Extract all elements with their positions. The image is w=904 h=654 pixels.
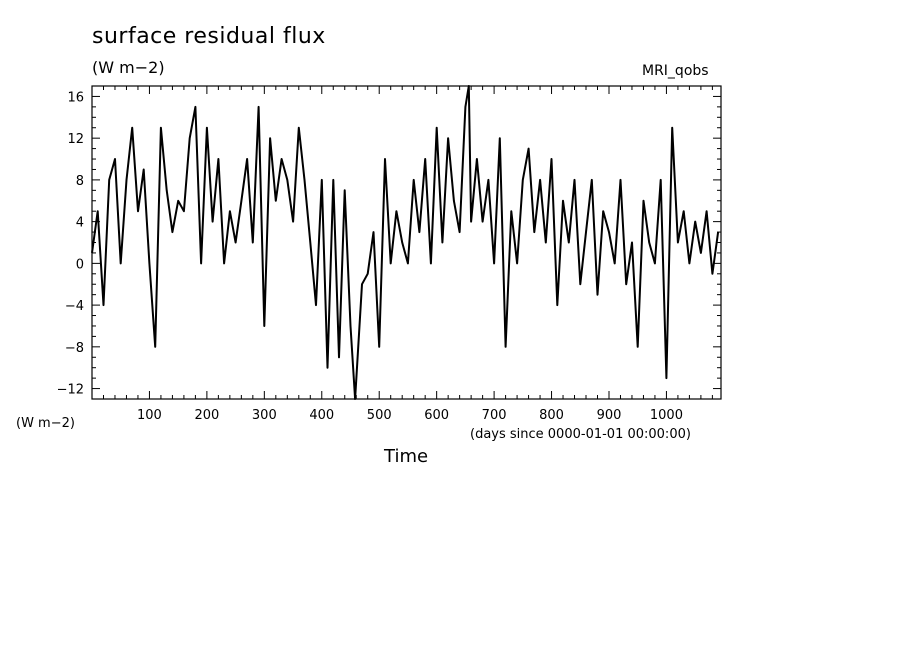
y-tick-label: 0 [76,257,84,272]
y-tick-label: 16 [67,90,84,105]
x-tick-label: 100 [137,408,162,423]
x-tick-label: 700 [482,408,507,423]
x-tick-label: 300 [252,408,277,423]
chart-subtitle-unit: (W m−2) [92,58,165,77]
y-tick-label: −12 [57,383,84,398]
chart-title: surface residual flux [92,24,326,49]
x-tick-label: 1000 [650,408,683,423]
tick-labels: 100 200 300 400 500 600 700 800 900 1000 −12 −8 −4 0 4… [57,90,683,423]
axis-ticks [91,86,721,399]
series-line [91,85,720,400]
x-tick-label: 900 [597,408,622,423]
y-tick-label: −8 [65,341,84,356]
x-tick-label: 600 [424,408,449,423]
y-tick-label: 4 [76,216,84,231]
x-tick-label: 400 [309,408,334,423]
x-tick-label: 800 [539,408,564,423]
dataset-label: MRI_qobs [642,63,709,79]
x-axis-title: Time [384,446,429,467]
y-tick-label: −4 [65,299,84,314]
series-group [91,85,720,400]
x-tick-label: 200 [194,408,219,423]
y-tick-label: 8 [76,174,84,189]
x-axis-unit: (days since 0000-01-01 00:00:00) [470,427,691,442]
plot-frame [91,85,722,400]
y-axis-unit: (W m−2) [16,416,75,431]
x-tick-label: 500 [367,408,392,423]
y-tick-label: 12 [67,132,84,147]
